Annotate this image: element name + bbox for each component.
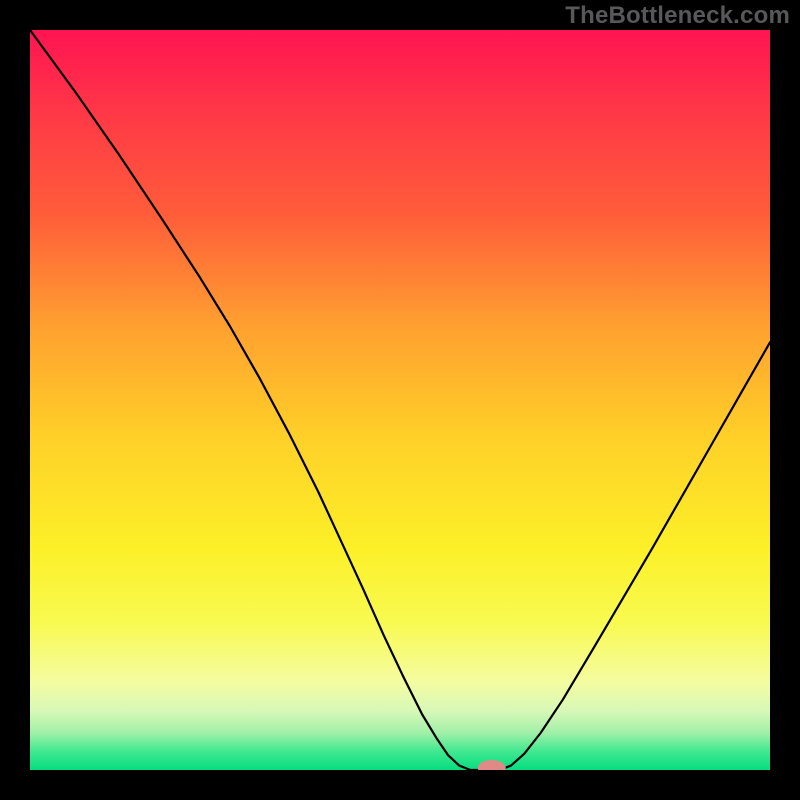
bottleneck-chart bbox=[0, 0, 800, 800]
plot-background bbox=[30, 30, 770, 770]
frame-border-left bbox=[0, 0, 30, 800]
chart-container: TheBottleneck.com bbox=[0, 0, 800, 800]
frame-border-right bbox=[770, 0, 800, 800]
watermark-text: TheBottleneck.com bbox=[565, 2, 790, 30]
frame-border-bottom bbox=[0, 770, 800, 800]
